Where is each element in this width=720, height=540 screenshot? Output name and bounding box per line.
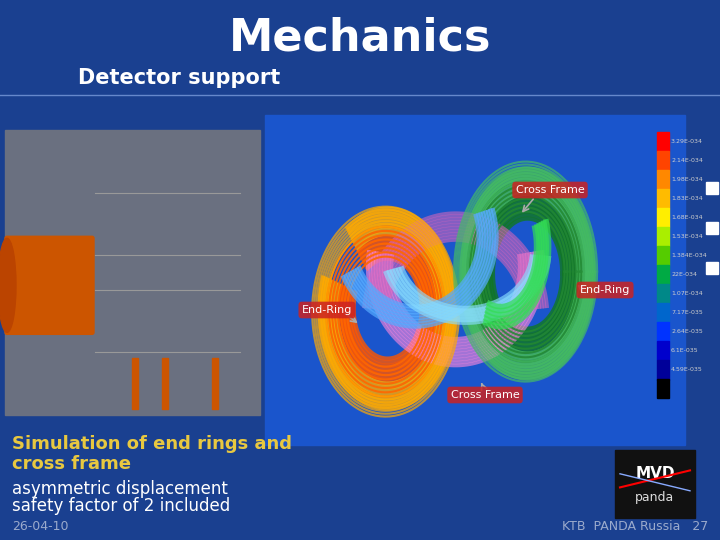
Bar bbox=[657, 170, 669, 189]
Bar bbox=[657, 227, 669, 246]
Bar bbox=[706, 182, 718, 194]
Text: 7.17E-035: 7.17E-035 bbox=[671, 310, 703, 315]
Bar bbox=[265, 115, 685, 445]
Text: 4.59E-035: 4.59E-035 bbox=[671, 367, 703, 372]
Bar bbox=[657, 303, 669, 322]
Ellipse shape bbox=[0, 238, 16, 332]
Text: 1.07E-034: 1.07E-034 bbox=[671, 291, 703, 296]
Bar bbox=[132, 358, 138, 409]
Bar bbox=[657, 284, 669, 303]
Text: Mechanics: Mechanics bbox=[229, 17, 491, 59]
Text: 26-04-10: 26-04-10 bbox=[12, 521, 68, 534]
Bar bbox=[5, 130, 260, 415]
Text: 1.83E-034: 1.83E-034 bbox=[671, 195, 703, 201]
Bar bbox=[657, 322, 669, 341]
Text: 1.384E-034: 1.384E-034 bbox=[671, 253, 707, 258]
Text: asymmetric displacement: asymmetric displacement bbox=[12, 480, 228, 498]
Text: safety factor of 2 included: safety factor of 2 included bbox=[12, 497, 230, 515]
Text: 3.29E-034: 3.29E-034 bbox=[671, 139, 703, 144]
Bar bbox=[657, 265, 669, 284]
Text: 1.98E-034: 1.98E-034 bbox=[671, 177, 703, 181]
Bar bbox=[657, 188, 669, 208]
Bar bbox=[657, 341, 669, 361]
Bar bbox=[657, 151, 669, 170]
Text: cross frame: cross frame bbox=[12, 455, 131, 473]
FancyBboxPatch shape bbox=[5, 237, 94, 334]
Text: Detector support: Detector support bbox=[78, 68, 280, 88]
Bar bbox=[657, 246, 669, 265]
Text: Cross Frame: Cross Frame bbox=[516, 185, 585, 195]
Text: End-Ring: End-Ring bbox=[580, 285, 630, 295]
Bar bbox=[706, 262, 718, 274]
Bar bbox=[657, 132, 669, 151]
Bar bbox=[212, 358, 218, 409]
Bar bbox=[615, 450, 695, 518]
Text: MVD: MVD bbox=[635, 467, 675, 481]
Text: End-Ring: End-Ring bbox=[302, 305, 352, 315]
Text: 22E-034: 22E-034 bbox=[671, 272, 697, 277]
Text: Cross Frame: Cross Frame bbox=[451, 390, 519, 400]
Bar bbox=[657, 379, 669, 398]
Text: 6.1E-035: 6.1E-035 bbox=[671, 348, 698, 353]
Text: Simulation of end rings and: Simulation of end rings and bbox=[12, 435, 292, 453]
Text: 1.53E-034: 1.53E-034 bbox=[671, 234, 703, 239]
Bar bbox=[657, 208, 669, 227]
Bar bbox=[162, 358, 168, 409]
Bar bbox=[706, 222, 718, 234]
Text: 2.14E-034: 2.14E-034 bbox=[671, 158, 703, 163]
Bar bbox=[657, 360, 669, 380]
Text: KTB  PANDA Russia   27: KTB PANDA Russia 27 bbox=[562, 521, 708, 534]
Text: 1.68E-034: 1.68E-034 bbox=[671, 215, 703, 220]
Text: 2.64E-035: 2.64E-035 bbox=[671, 329, 703, 334]
Text: panda: panda bbox=[635, 491, 675, 504]
